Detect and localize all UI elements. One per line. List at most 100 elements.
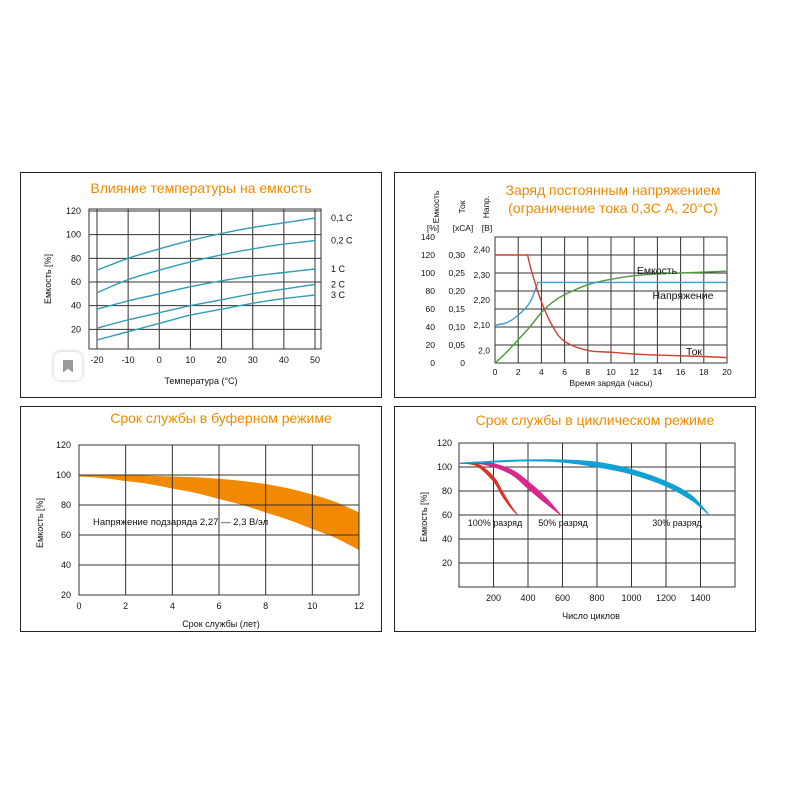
series-line-2 (495, 254, 728, 359)
series-line-1 (494, 281, 727, 326)
x-axis-label: Срок службы (лет) (182, 619, 260, 629)
x-tick-label: 800 (589, 593, 604, 603)
capacity-tick-label: 0 (430, 358, 435, 368)
x-tick-label: 12 (354, 601, 364, 611)
y-tick-label: 120 (437, 438, 452, 448)
x-tick-label: 12 (629, 367, 639, 377)
current-tick-label: 0,15 (448, 304, 465, 314)
series-line-0 (494, 270, 728, 364)
x-tick-label: 50 (310, 355, 320, 365)
series-line-0 (96, 217, 316, 271)
capacity-tick-label: 100 (421, 268, 435, 278)
x-tick-label: 0 (493, 367, 498, 377)
axis-unit-capacity: [%] (427, 223, 439, 233)
bookmark-icon (63, 359, 73, 373)
y-tick-label: 80 (61, 500, 71, 510)
x-tick-label: 10 (307, 601, 317, 611)
cycle-band-2 (458, 459, 710, 516)
x-tick-label: 10 (185, 355, 195, 365)
x-tick-label: 8 (585, 367, 590, 377)
x-tick-label: 10 (606, 367, 616, 377)
x-axis-label: Температура (°С) (164, 376, 237, 386)
y-tick-label: 80 (442, 486, 452, 496)
x-tick-label: 16 (676, 367, 686, 377)
axis-unit-voltage: [В] (482, 223, 492, 233)
axis-title-current: Ток (457, 200, 467, 213)
series-label: Емкость (637, 265, 678, 277)
y-tick-label: 40 (71, 301, 81, 311)
plot-frame (458, 442, 736, 588)
x-tick-label: 4 (170, 601, 175, 611)
current-tick-label: 0 (460, 358, 465, 368)
plot-frame (78, 444, 360, 596)
x-tick-label: 1400 (690, 593, 710, 603)
x-tick-label: 2 (516, 367, 521, 377)
series-line-3 (96, 283, 316, 329)
cycle-service-life-panel: Срок службы в циклическом режиме 200 400 60… (394, 406, 756, 632)
temperature-capacity-chart: Влияние температуры на емкость -20 -10 0 10 2… (43, 180, 353, 386)
series-label: 50% разряд (538, 518, 588, 528)
y-tick-label: 100 (66, 230, 81, 240)
voltage-tick-label: 2,30 (473, 270, 490, 280)
chart-title: Заряд постоянным напряжением (506, 182, 721, 198)
cycle-service-life-chart: Срок службы в циклическом режиме 200 400 60… (419, 412, 736, 621)
x-tick-label: 30 (248, 355, 258, 365)
y-tick-label: 60 (442, 510, 452, 520)
y-tick-label: 80 (71, 253, 81, 263)
x-tick-label: 600 (555, 593, 570, 603)
float-service-life-chart: Срок службы в буферном режиме 0 2 4 6 8 10 12 20… (35, 410, 364, 629)
float-service-life-panel: Срок службы в буферном режиме 0 2 4 6 8 10 12 20… (20, 406, 382, 632)
x-tick-label: 20 (722, 367, 732, 377)
plot-frame (88, 208, 322, 350)
x-axis-label: Время заряда (часы) (569, 378, 652, 388)
cycle-band-1 (458, 461, 562, 516)
x-tick-label: 18 (699, 367, 709, 377)
axis-title-voltage: Напр. (481, 196, 491, 219)
chart-title: Влияние температуры на емкость (90, 180, 311, 196)
x-tick-label: 400 (520, 593, 535, 603)
x-tick-label: 1200 (656, 593, 676, 603)
y-tick-label: 20 (61, 590, 71, 600)
cycle-band-0 (458, 462, 519, 516)
series-label: 100% разряд (468, 518, 523, 528)
x-tick-label: 2 (123, 601, 128, 611)
y-tick-label: 100 (56, 470, 71, 480)
series-label: 0,1 C (331, 213, 353, 223)
y-tick-label: 40 (61, 560, 71, 570)
y-axis-label: Емкость [%] (35, 498, 45, 548)
series-line-1 (96, 239, 316, 294)
y-tick-label: 20 (442, 558, 452, 568)
x-tick-label: -20 (90, 355, 103, 365)
voltage-tick-label: 2,0 (478, 345, 490, 355)
x-axis-label: Число циклов (562, 611, 620, 621)
x-tick-label: 40 (279, 355, 289, 365)
series-label: 1 C (331, 264, 346, 274)
x-tick-label: 200 (486, 593, 501, 603)
y-tick-label: 60 (61, 530, 71, 540)
series-label: Напряжение (653, 290, 714, 302)
y-tick-label: 40 (442, 534, 452, 544)
chart-title: Срок службы в циклическом режиме (476, 412, 715, 428)
x-tick-label: 0 (157, 355, 162, 365)
series-label: 3 C (331, 290, 346, 300)
annotation: Напряжение подзаряда 2,27 — 2,3 В/эл (93, 517, 268, 528)
capacity-tick-label: 120 (421, 250, 435, 260)
axis-title-capacity: Емкость (431, 190, 441, 223)
x-tick-label: -10 (122, 355, 135, 365)
x-tick-label: 4 (539, 367, 544, 377)
series-label: 2 C (331, 279, 346, 289)
y-axis-label: Емкость [%] (43, 254, 53, 304)
x-tick-label: 6 (562, 367, 567, 377)
y-tick-label: 120 (56, 440, 71, 450)
capacity-tick-label: 60 (426, 304, 436, 314)
x-tick-label: 6 (216, 601, 221, 611)
chart-subtitle: (ограничение тока 0,3С А, 20°С) (508, 200, 718, 216)
series-label: 0,2 C (331, 236, 353, 246)
x-tick-label: 8 (263, 601, 268, 611)
voltage-tick-label: 2,20 (473, 295, 490, 305)
y-tick-label: 20 (71, 324, 81, 334)
capacity-tick-label: 40 (426, 322, 436, 332)
y-tick-label: 120 (66, 206, 81, 216)
series-line-4 (96, 294, 316, 341)
bookmark-button[interactable] (54, 352, 82, 380)
